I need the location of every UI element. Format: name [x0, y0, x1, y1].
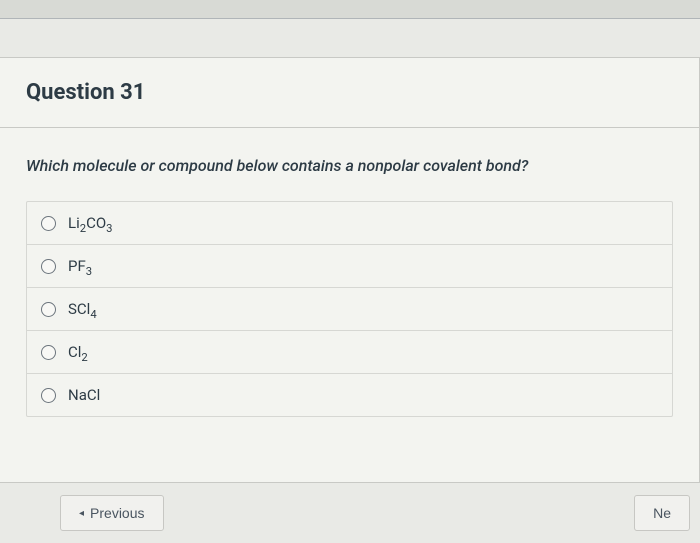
nav-bar: ◂ Previous Ne: [0, 483, 700, 543]
previous-button[interactable]: ◂ Previous: [60, 495, 164, 531]
radio-icon: [41, 216, 56, 231]
question-card: Question 31 Which molecule or compound b…: [0, 57, 700, 483]
radio-icon: [41, 259, 56, 274]
chevron-left-icon: ◂: [79, 508, 84, 519]
radio-icon: [41, 302, 56, 317]
option-label: NaCl: [68, 386, 100, 404]
option-row[interactable]: Li2CO3: [27, 202, 672, 245]
question-title: Question 31: [26, 80, 673, 105]
option-row[interactable]: SCl4: [27, 288, 672, 331]
question-title-prefix: Question: [26, 80, 115, 105]
option-row[interactable]: PF3: [27, 245, 672, 288]
radio-icon: [41, 345, 56, 360]
option-label: Li2CO3: [68, 214, 112, 232]
question-header: Question 31: [0, 58, 699, 128]
options-list: Li2CO3 PF3 SCl4 Cl2 NaCl: [26, 201, 673, 417]
radio-icon: [41, 388, 56, 403]
question-prompt: Which molecule or compound below contain…: [26, 156, 673, 175]
option-row[interactable]: NaCl: [27, 374, 672, 416]
page-frame: Question 31 Which molecule or compound b…: [0, 18, 700, 543]
option-row[interactable]: Cl2: [27, 331, 672, 374]
question-number: 31: [120, 80, 145, 105]
option-label: SCl4: [68, 300, 97, 318]
next-label: Ne: [653, 505, 671, 521]
next-button[interactable]: Ne: [634, 495, 690, 531]
question-body: Which molecule or compound below contain…: [0, 128, 699, 427]
option-label: PF3: [68, 257, 92, 275]
previous-label: Previous: [90, 505, 144, 521]
option-label: Cl2: [68, 343, 88, 361]
